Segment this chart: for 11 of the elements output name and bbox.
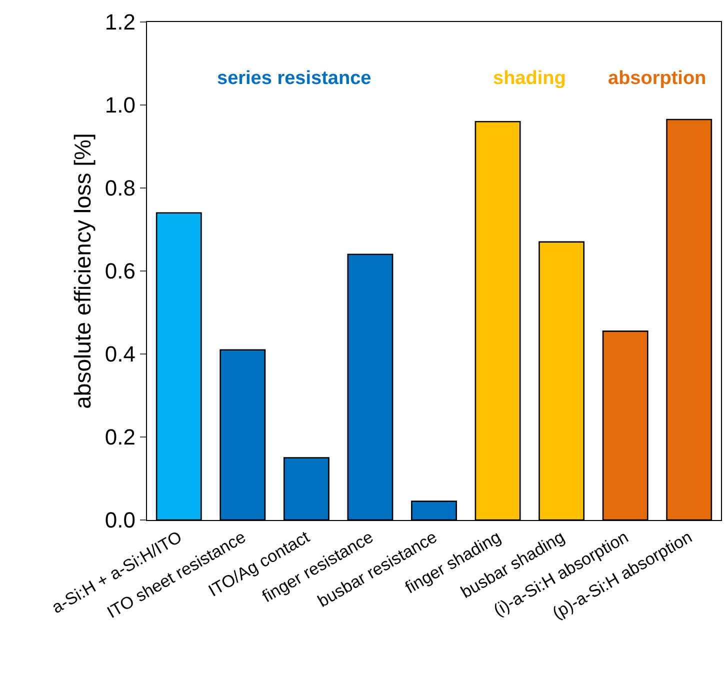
y-axis-title: absolute efficiency loss [%]: [70, 133, 96, 409]
y-tick-label: 0.0: [104, 508, 136, 533]
annotation: series resistance: [217, 68, 372, 89]
y-tick-label: 0.8: [104, 176, 136, 201]
annotation: shading: [493, 68, 566, 89]
annotation: absorption: [608, 68, 706, 89]
y-tick-label: 0.2: [104, 424, 136, 450]
y-tick-label: 1.2: [104, 10, 136, 35]
y-tick-label: 1.0: [104, 92, 136, 118]
y-tick-label: 0.4: [104, 342, 136, 367]
y-tick-label: 0.6: [104, 258, 136, 284]
